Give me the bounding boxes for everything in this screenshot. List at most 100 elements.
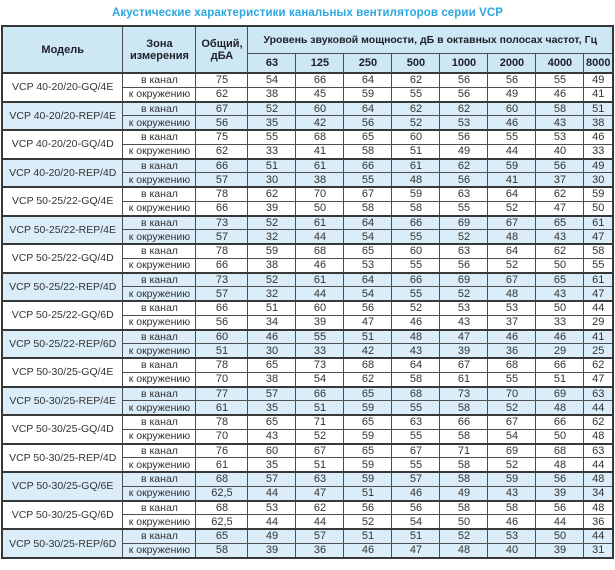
col-header-freq-8000: 8000 — [583, 52, 614, 74]
band-value: 44 — [583, 527, 614, 544]
band-value: 57 — [247, 385, 297, 402]
band-value: 51 — [295, 400, 345, 416]
band-value: 53 — [439, 299, 489, 316]
band-value: 60 — [295, 100, 345, 117]
model-row-duct: VCP 50-25/22-REP/6D в канал 60 46 55 51 48 47 46… — [1, 328, 614, 359]
band-value: 57 — [247, 470, 297, 487]
total-value: 73 — [195, 271, 249, 288]
band-value: 48 — [391, 328, 441, 345]
total-value: 65 — [195, 527, 249, 544]
band-value: 67 — [487, 271, 537, 288]
band-value: 43 — [391, 343, 441, 359]
col-header-freq-2000: 2000 — [487, 52, 537, 74]
band-value: 33 — [247, 143, 297, 160]
band-value: 48 — [487, 229, 537, 245]
zone-label-duct: в канал — [122, 128, 197, 145]
band-value: 39 — [295, 314, 345, 331]
model-name: VCP 50-30/25-GQ/6E — [1, 471, 124, 501]
model-name: VCP 40-20/20-REP/4D — [1, 157, 124, 188]
band-value: 44 — [247, 485, 297, 502]
band-value: 51 — [583, 100, 614, 117]
band-value: 51 — [535, 371, 585, 388]
band-value: 68 — [487, 356, 537, 373]
band-value: 66 — [535, 413, 585, 430]
band-value: 62 — [439, 157, 489, 174]
band-value: 32 — [247, 286, 297, 302]
band-value: 68 — [295, 242, 345, 259]
band-value: 57 — [295, 527, 345, 544]
band-value: 51 — [247, 157, 297, 174]
model-row-duct: VCP 50-30/25-REP/6D в канал 65 49 57 51 51 52 53… — [1, 527, 614, 559]
band-value: 54 — [343, 286, 393, 302]
band-value: 64 — [343, 271, 393, 288]
zone-label-env: к окружению — [122, 143, 197, 160]
band-value: 62 — [583, 413, 614, 430]
model-name: VCP 50-30/25-REP/4E — [1, 385, 124, 416]
band-value: 54 — [391, 514, 441, 530]
band-value: 52 — [343, 514, 393, 530]
band-value: 70 — [487, 385, 537, 402]
band-value: 60 — [247, 442, 297, 459]
band-value: 63 — [583, 442, 614, 459]
band-value: 31 — [583, 542, 614, 559]
band-value: 55 — [487, 371, 537, 388]
band-value: 55 — [391, 86, 441, 103]
zone-label-duct: в канал — [122, 442, 197, 459]
page-title: Акустические характеристики канальных ве… — [111, 7, 504, 19]
model-row-duct: VCP 50-30/25-GQ/4D в канал 78 65 71 65 63 66 67 6… — [1, 413, 614, 444]
band-value: 64 — [343, 71, 393, 88]
band-value: 50 — [535, 299, 585, 316]
band-value: 35 — [247, 457, 297, 473]
band-value: 48 — [535, 457, 585, 473]
band-value: 44 — [295, 229, 345, 245]
band-value: 52 — [487, 200, 537, 217]
band-value: 53 — [487, 299, 537, 316]
zone-label-duct: в канал — [122, 185, 197, 202]
band-value: 41 — [295, 143, 345, 160]
band-value: 47 — [535, 200, 585, 217]
band-value: 30 — [247, 172, 297, 188]
model-name: VCP 40-20/20-GQ/4E — [1, 72, 124, 102]
band-value: 43 — [439, 314, 489, 331]
band-value: 73 — [295, 356, 345, 373]
band-value: 62 — [583, 356, 614, 373]
band-value: 66 — [439, 413, 489, 430]
band-value: 54 — [247, 71, 297, 88]
band-value: 59 — [391, 185, 441, 202]
model-row-env: к окружению 70 43 52 59 55 58 54 50 48 — [2, 428, 614, 445]
model-row-duct: VCP 40-20/20-GQ/4E в канал 75 54 66 64 62 56 56 5… — [1, 71, 614, 102]
band-value: 33 — [535, 314, 585, 331]
total-value: 66 — [195, 299, 249, 316]
band-value: 69 — [439, 214, 489, 231]
band-value: 34 — [583, 485, 614, 502]
band-value: 46 — [535, 86, 585, 103]
band-value: 56 — [439, 86, 489, 103]
total-value: 57 — [195, 286, 249, 302]
model-row-env: к окружению 57 32 44 54 55 52 48 43 47 — [2, 229, 614, 245]
band-value: 52 — [439, 527, 489, 544]
band-value: 54 — [487, 428, 537, 445]
band-value: 63 — [295, 470, 345, 487]
band-value: 58 — [535, 100, 585, 117]
band-value: 50 — [535, 257, 585, 274]
band-value: 44 — [487, 143, 537, 160]
model-row-duct: VCP 50-25/22-REP/4E в канал 73 52 61 64 66 69 67… — [1, 214, 614, 245]
model-name: VCP 50-30/25-GQ/6D — [1, 499, 124, 530]
band-value: 51 — [343, 527, 393, 544]
total-value: 78 — [195, 185, 249, 202]
band-value: 66 — [391, 271, 441, 288]
band-value: 54 — [343, 229, 393, 245]
band-value: 29 — [583, 314, 614, 331]
band-value: 59 — [487, 157, 537, 174]
model-row-env: к окружению 61 35 51 59 55 58 52 48 44 — [2, 400, 614, 416]
band-value: 55 — [535, 71, 585, 88]
band-value: 51 — [391, 143, 441, 160]
band-value: 65 — [535, 214, 585, 231]
band-value: 37 — [535, 172, 585, 188]
band-value: 71 — [295, 413, 345, 430]
model-name: VCP 50-30/25-GQ/4E — [1, 357, 124, 387]
band-value: 62 — [295, 499, 345, 516]
total-value: 56 — [195, 115, 249, 131]
band-value: 68 — [535, 442, 585, 459]
total-value: 76 — [195, 442, 249, 459]
